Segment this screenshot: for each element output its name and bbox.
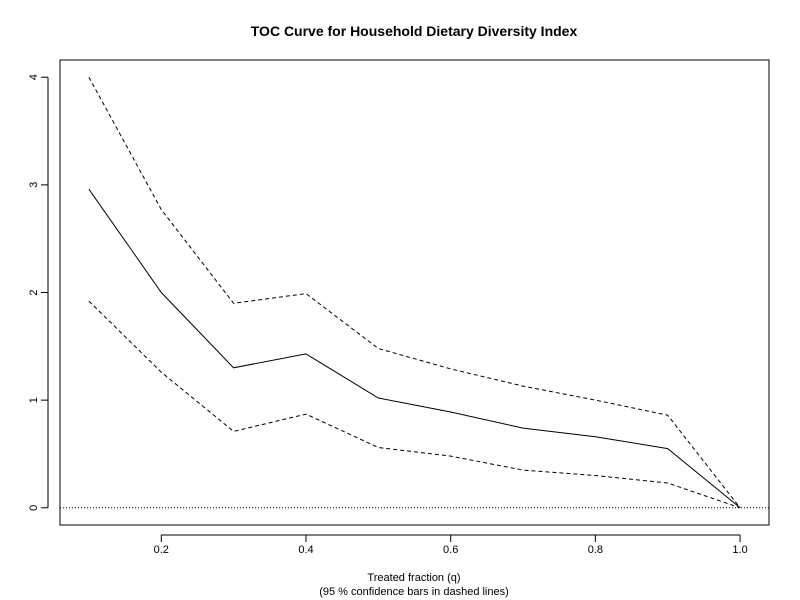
series-line-upper-ci (88, 76, 741, 509)
plot-frame (59, 59, 770, 526)
y-axis: 0 1 2 3 4 (28, 74, 49, 511)
y-tick-label: 4 (28, 74, 40, 80)
series-layer (88, 76, 741, 509)
x-tick-label: 0.2 (154, 544, 169, 556)
x-axis: 0.2 0.4 0.6 0.8 1.0 (154, 534, 748, 556)
x-axis-label: Treated fraction (q) (367, 572, 460, 584)
y-tick-label: 3 (28, 182, 40, 188)
y-tick-label: 0 (28, 505, 40, 511)
series-line-estimate (88, 188, 741, 509)
x-tick-label: 0.4 (298, 544, 313, 556)
x-tick-label: 0.6 (443, 544, 458, 556)
x-tick-label: 0.8 (588, 544, 603, 556)
x-tick-label: 1.0 (732, 544, 747, 556)
x-axis-label-note: (95 % confidence bars in dashed lines) (319, 586, 509, 598)
chart-title: TOC Curve for Household Dietary Diversit… (251, 23, 578, 39)
y-tick-label: 1 (28, 397, 40, 403)
series-line-lower-ci (88, 300, 741, 509)
y-tick-label: 2 (28, 289, 40, 295)
